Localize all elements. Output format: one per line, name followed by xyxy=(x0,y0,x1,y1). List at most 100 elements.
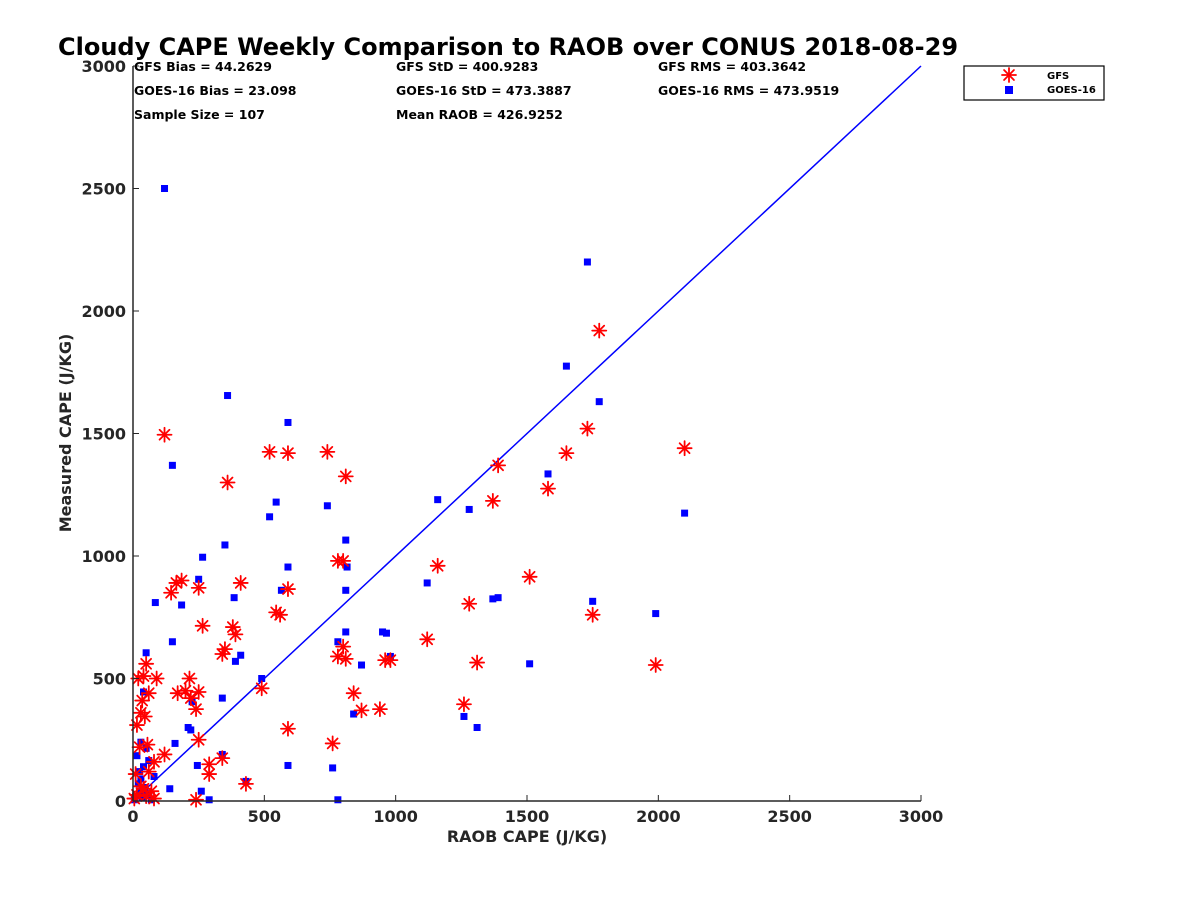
goes-16-point xyxy=(526,660,534,668)
x-tick-labels: 0 500 1000 1500 2000 2500 3000 xyxy=(127,795,943,826)
goes-16-point xyxy=(147,796,155,804)
gfs-point xyxy=(136,708,153,725)
gfs-point xyxy=(540,480,556,497)
one-to-one-line xyxy=(132,65,922,802)
legend-box xyxy=(963,65,1105,101)
goes-16-point xyxy=(221,541,229,549)
y-tick-label: 1000 xyxy=(81,547,126,566)
goes-16-point xyxy=(237,651,245,659)
legend-goes-marker xyxy=(1005,86,1013,94)
goes-16-point xyxy=(205,796,213,804)
gfs-point xyxy=(182,690,199,706)
gfs-point xyxy=(190,579,207,596)
goes-16-point xyxy=(473,724,481,731)
goes-16-point xyxy=(562,362,570,370)
goes-16-point xyxy=(151,599,159,607)
goes-16-point xyxy=(544,470,552,478)
gfs-point xyxy=(201,766,218,782)
gfs-point xyxy=(490,457,507,474)
goes-16-point xyxy=(161,185,169,192)
gfs-point xyxy=(280,720,296,737)
gfs-point xyxy=(227,626,244,643)
gfs-point xyxy=(177,682,194,699)
gfs-point xyxy=(135,668,152,684)
goes-16-point xyxy=(178,601,186,609)
gfs-point xyxy=(232,575,249,591)
goes-16-point xyxy=(199,553,207,561)
gfs-std-text: GFS StD = 400.9283 xyxy=(396,59,538,74)
goes-16-point xyxy=(258,675,266,682)
gfs-point xyxy=(345,685,362,702)
goes-16-point xyxy=(272,498,280,506)
gfs-point xyxy=(484,492,501,509)
goes-16-point xyxy=(379,628,387,636)
statistics-text: GFS Bias = 44.2629 GOES-16 Bias = 23.098… xyxy=(134,59,839,122)
goes-16-point xyxy=(145,757,153,765)
gfs-point xyxy=(148,670,165,687)
goes-rms-text: GOES-16 RMS = 473.9519 xyxy=(658,83,839,98)
gfs-point xyxy=(280,445,296,462)
goes-16-point xyxy=(266,513,274,521)
y-tick-label: 500 xyxy=(93,670,126,689)
gfs-point xyxy=(156,746,173,763)
goes-16-point xyxy=(652,610,660,618)
goes-16-point xyxy=(218,694,226,702)
gfs-point xyxy=(188,791,204,808)
goes-16-point xyxy=(489,595,497,603)
goes-16-point xyxy=(284,563,292,571)
goes-16-point xyxy=(136,768,144,776)
goes-16-point xyxy=(284,761,292,769)
goes-16-point xyxy=(434,496,442,504)
goes-16-point xyxy=(138,793,146,801)
y-tick-label: 0 xyxy=(115,792,126,811)
gfs-point xyxy=(419,631,436,648)
gfs-point xyxy=(456,696,472,713)
goes-16-point xyxy=(681,509,689,517)
goes-16-point xyxy=(188,698,196,706)
legend-gfs-label: GFS xyxy=(1047,71,1069,82)
gfs-point xyxy=(190,731,207,748)
y-tick-label: 2000 xyxy=(81,302,126,321)
chart-title: Cloudy CAPE Weekly Comparison to RAOB ov… xyxy=(58,33,958,61)
goes-16-point xyxy=(595,398,603,406)
goes-16-point xyxy=(195,575,203,583)
goes-16-point xyxy=(382,629,390,637)
x-axis: 0 500 1000 1500 2000 2500 3000 RAOB CAPE (J/KG… xyxy=(127,795,943,846)
goes-16-point xyxy=(171,739,179,747)
goes-16-point xyxy=(137,738,145,746)
gfs-point xyxy=(353,702,370,719)
gfs-point xyxy=(461,595,478,612)
goes-16-point xyxy=(329,764,337,772)
gfs-point xyxy=(337,468,354,485)
goes-16-point xyxy=(133,752,141,760)
gfs-point xyxy=(372,701,388,718)
gfs-point xyxy=(156,426,173,443)
goes-16-point xyxy=(350,710,358,718)
gfs-point xyxy=(253,680,270,697)
goes-16-point xyxy=(231,657,239,665)
y-tick-label: 2500 xyxy=(81,180,126,199)
gfs-point xyxy=(469,654,485,671)
gfs-bias-text: GFS Bias = 44.2629 xyxy=(134,59,272,74)
gfs-point xyxy=(146,790,162,807)
gfs-point xyxy=(214,750,231,767)
gfs-point xyxy=(219,474,236,491)
goes-16-point xyxy=(197,787,205,795)
gfs-point xyxy=(579,420,596,437)
goes-16-point xyxy=(583,258,591,266)
sample-size-text: Sample Size = 107 xyxy=(134,107,265,122)
gfs-point xyxy=(319,443,336,460)
gfs-point xyxy=(135,780,152,797)
mean-raob-text: Mean RAOB = 426.9252 xyxy=(396,107,563,122)
goes-16-point xyxy=(460,712,468,720)
x-axis-label: RAOB CAPE (J/KG) xyxy=(447,827,607,846)
legend-goes-label: GOES-16 xyxy=(1047,85,1096,96)
goes-16-point xyxy=(465,505,473,513)
gfs-point xyxy=(134,692,151,709)
gfs-rms-text: GFS RMS = 403.3642 xyxy=(658,59,806,74)
goes-16-point xyxy=(334,796,342,804)
goes-16-point xyxy=(187,726,195,734)
goes-16-point xyxy=(423,579,431,587)
x-tick-label: 1500 xyxy=(505,807,550,826)
